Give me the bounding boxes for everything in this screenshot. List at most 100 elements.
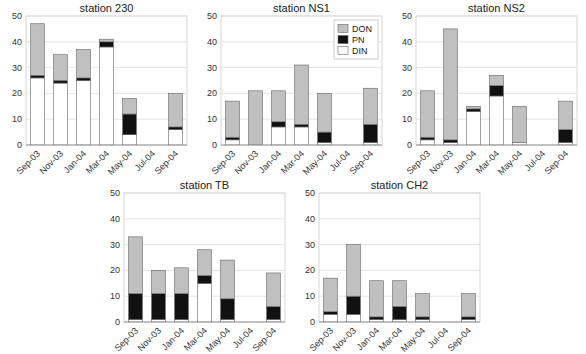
panel-title: station NS2 bbox=[468, 2, 525, 14]
plot-area bbox=[221, 16, 382, 145]
bar-segment bbox=[490, 86, 504, 96]
y-tick-label: 10 bbox=[110, 291, 120, 301]
bar-segment bbox=[54, 55, 68, 81]
x-tick-label: May-04 bbox=[496, 149, 524, 177]
bar-segment bbox=[513, 106, 527, 142]
x-tick-label: Sep-04 bbox=[250, 326, 278, 354]
x-axis-line bbox=[319, 322, 480, 323]
bar-segment bbox=[444, 29, 458, 140]
panel: 01020304050Sep-03Nov-03Jan-04Mar-04May-0… bbox=[402, 2, 577, 177]
x-tick-label: Nov-03 bbox=[233, 149, 261, 177]
legend-swatch bbox=[338, 25, 348, 33]
bar-segment bbox=[370, 281, 384, 317]
y-tick-label: 30 bbox=[305, 240, 315, 250]
y-tick-label: 30 bbox=[12, 63, 22, 73]
grid-line bbox=[416, 16, 577, 17]
grid-line bbox=[221, 16, 382, 17]
bar-segment bbox=[324, 278, 338, 312]
bar-segment bbox=[295, 124, 309, 127]
bar-segment bbox=[421, 140, 435, 145]
panel: 01020304050Sep-03Nov-03Jan-04Mar-04May-0… bbox=[305, 179, 480, 354]
panel-title: station TB bbox=[180, 179, 229, 191]
y-tick-label: 0 bbox=[310, 317, 315, 327]
legend-swatch bbox=[338, 36, 348, 44]
legend-label: PN bbox=[352, 35, 365, 45]
grid-line bbox=[319, 322, 480, 323]
y-tick-label: 10 bbox=[305, 291, 315, 301]
x-tick-label: Sep-03 bbox=[404, 149, 432, 177]
bar-segment bbox=[54, 83, 68, 145]
grid-line bbox=[319, 270, 480, 271]
y-tick-label: 30 bbox=[402, 63, 412, 73]
bar-segment bbox=[416, 294, 430, 317]
bar-segment bbox=[226, 137, 240, 140]
bar-segment bbox=[370, 317, 384, 320]
bar-segment bbox=[100, 42, 114, 47]
bar-segment bbox=[462, 317, 476, 320]
y-tick-label: 40 bbox=[207, 37, 217, 47]
x-tick-label: Jan-04 bbox=[355, 326, 382, 353]
bar-segment bbox=[462, 294, 476, 317]
bar-segment bbox=[347, 296, 361, 314]
y-tick-label: 10 bbox=[207, 114, 217, 124]
bar-segment bbox=[295, 127, 309, 145]
bar-segment bbox=[198, 250, 212, 276]
x-tick-label: Nov-03 bbox=[38, 149, 66, 177]
figure: 01020304050Sep-03Nov-03Jan-04Mar-04May-0… bbox=[0, 0, 586, 354]
plot-area bbox=[124, 193, 285, 322]
x-tick-label: Sep-04 bbox=[152, 149, 180, 177]
bar-segment bbox=[123, 135, 137, 145]
y-tick-label: 50 bbox=[207, 11, 217, 21]
bar-segment bbox=[226, 101, 240, 137]
x-tick-label: May-04 bbox=[301, 149, 329, 177]
x-tick-label: Jan-04 bbox=[257, 149, 284, 176]
bar-segment bbox=[467, 109, 481, 112]
bar-segment bbox=[467, 106, 481, 109]
panel: 01020304050Sep-03Nov-03Jan-04Mar-04May-0… bbox=[110, 179, 285, 354]
grid-line bbox=[124, 218, 285, 219]
grid-line bbox=[221, 145, 382, 146]
y-tick-label: 20 bbox=[110, 265, 120, 275]
bar-segment bbox=[364, 124, 378, 142]
y-tick-label: 30 bbox=[110, 240, 120, 250]
grid-line bbox=[319, 244, 480, 245]
bar-segment bbox=[226, 140, 240, 145]
bar-segment bbox=[129, 237, 143, 294]
bar-segment bbox=[249, 91, 263, 145]
panel: 01020304050Sep-03Nov-03Jan-04Mar-04May-0… bbox=[12, 2, 187, 177]
x-tick-label: Nov-03 bbox=[331, 326, 359, 354]
y-tick-label: 30 bbox=[207, 63, 217, 73]
grid-line bbox=[416, 67, 577, 68]
bar-segment bbox=[129, 294, 143, 320]
grid-line bbox=[416, 145, 577, 146]
y-tick-label: 50 bbox=[305, 188, 315, 198]
bar-segment bbox=[152, 294, 166, 320]
x-tick-label: May-04 bbox=[106, 149, 134, 177]
x-tick-label: May-04 bbox=[399, 326, 427, 354]
bar-segment bbox=[559, 101, 573, 129]
bar-segment bbox=[100, 39, 114, 42]
bar-segment bbox=[77, 50, 91, 78]
x-tick-label: Sep-04 bbox=[445, 326, 473, 354]
bar-segment bbox=[267, 307, 281, 320]
bar-segment bbox=[31, 24, 45, 76]
bar-segment bbox=[416, 317, 430, 320]
bar-segment bbox=[364, 88, 378, 124]
y-tick-label: 20 bbox=[12, 88, 22, 98]
bar-segment bbox=[77, 81, 91, 146]
bar-segment bbox=[295, 65, 309, 124]
grid-line bbox=[26, 16, 187, 17]
y-tick-label: 40 bbox=[305, 214, 315, 224]
bar-segment bbox=[444, 140, 458, 143]
bar-segment bbox=[318, 93, 332, 132]
y-tick-label: 50 bbox=[110, 188, 120, 198]
legend-frame bbox=[334, 20, 378, 59]
bar-segment bbox=[31, 78, 45, 145]
bar-segment bbox=[152, 270, 166, 293]
bar-segment bbox=[272, 122, 286, 127]
legend-label: DIN bbox=[352, 46, 368, 56]
bar-segment bbox=[347, 314, 361, 322]
bar-segment bbox=[169, 93, 183, 127]
bar-segment bbox=[393, 307, 407, 320]
grid-line bbox=[319, 218, 480, 219]
